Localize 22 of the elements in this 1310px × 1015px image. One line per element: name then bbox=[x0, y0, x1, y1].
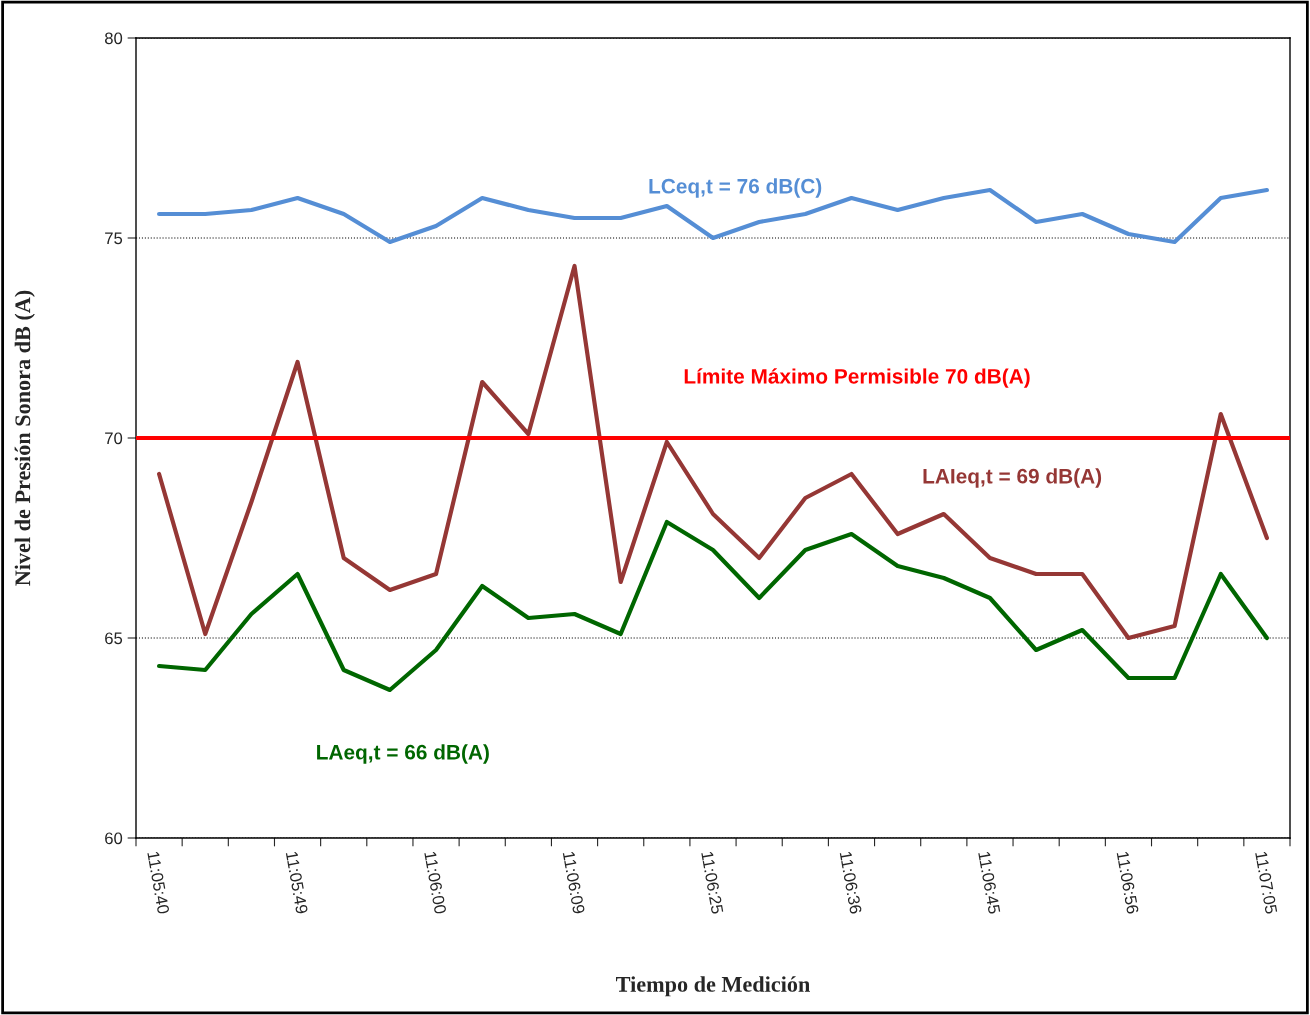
x-tick-label: 11:06:00 bbox=[424, 851, 447, 915]
line-series bbox=[156, 263, 1270, 641]
y-tick-label: 65 bbox=[105, 632, 123, 645]
y-tick-label: 70 bbox=[105, 432, 123, 445]
line-series bbox=[156, 519, 1270, 693]
ref-line-label: Límite Máximo Permisible 70 dB(A) bbox=[684, 368, 1030, 388]
series-label: LCeq,t = 76 dB(C) bbox=[649, 178, 822, 198]
y-tick-label: 80 bbox=[104, 32, 123, 45]
series-label: LAIeq,t = 69 dB(A) bbox=[923, 468, 1102, 488]
y-tick-label: 60 bbox=[105, 832, 123, 845]
x-tick-label: 11:05:49 bbox=[285, 851, 309, 915]
x-tick-label: 11:06:36 bbox=[839, 851, 862, 915]
x-tick-label: 11:06:56 bbox=[1116, 851, 1139, 915]
x-tick-label: 11:05:40 bbox=[147, 851, 170, 915]
x-axis-title: Tiempo de Medición bbox=[616, 976, 810, 997]
x-tick-label: 11:07:05 bbox=[1255, 851, 1278, 915]
x-tick-label: 11:06:09 bbox=[562, 851, 585, 915]
text: LAeq,t = 66 dB(A) bbox=[317, 744, 489, 764]
x-tick-label: 11:06:25 bbox=[701, 851, 724, 915]
y-axis-title: Nivel de Presión Sonora dB (A) bbox=[14, 290, 35, 586]
y-tick-label: 75 bbox=[105, 232, 123, 245]
x-tick-label: 11:06:45 bbox=[978, 851, 1001, 915]
